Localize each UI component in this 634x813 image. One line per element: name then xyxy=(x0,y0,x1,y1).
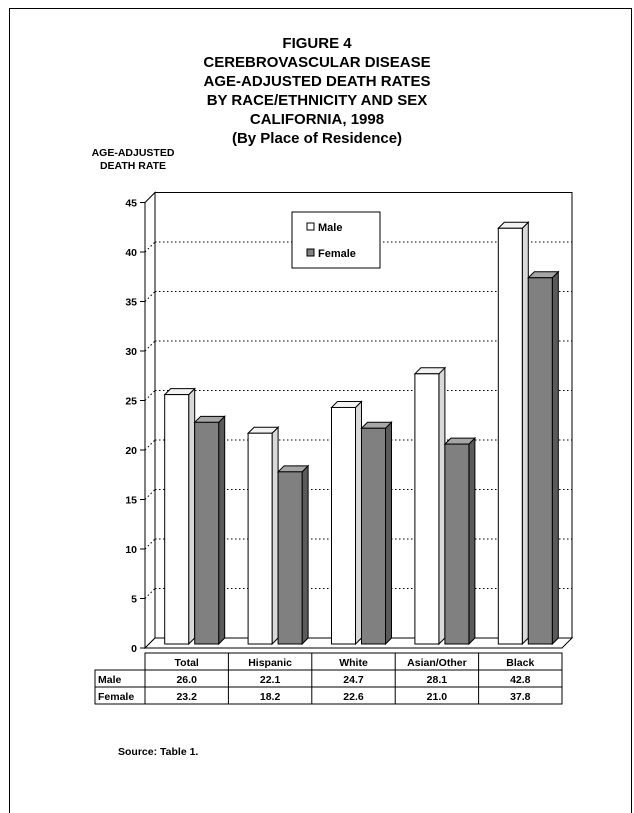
bar-male-asianother xyxy=(414,373,440,645)
bar-female-asianother xyxy=(444,443,470,645)
bar-female-white-side xyxy=(385,421,392,646)
y-tick-label: 45 xyxy=(125,198,137,210)
bar-male-asianother-top xyxy=(413,367,447,375)
title-line-1: FIGURE 4 xyxy=(282,35,352,52)
y-axis-label: AGE-ADJUSTED DEATH RATE xyxy=(78,147,188,173)
y-axis-label-line-1: AGE-ADJUSTED xyxy=(91,147,175,159)
data-label-female-hispanic: 18.2 xyxy=(260,691,281,703)
y-tick-label: 10 xyxy=(125,544,137,556)
bar-male-hispanic-top xyxy=(246,426,280,434)
bar-female-black-top xyxy=(527,271,560,279)
bar-male-black-top xyxy=(497,221,530,229)
bar-male-asianother-side xyxy=(438,366,446,646)
y-tick-label: 0 xyxy=(131,643,137,655)
legend-label-male: Male xyxy=(318,222,342,234)
page-frame xyxy=(9,8,632,813)
data-label-male-black: 42.8 xyxy=(510,674,531,686)
bar-male-white xyxy=(331,406,356,645)
chart-title: FIGURE 4 CEREBROVASCULAR DISEASE AGE-ADJ… xyxy=(0,34,634,148)
source-note: Source: Table 1. xyxy=(118,746,199,758)
bar-female-black xyxy=(527,277,553,645)
title-line-2: CEREBROVASCULAR DISEASE xyxy=(203,54,431,71)
legend-swatch-male xyxy=(306,222,315,231)
bar-female-hispanic-top xyxy=(276,465,310,473)
bar-female-white xyxy=(361,427,386,645)
title-line-4: BY RACE/ETHNICITY AND SEX xyxy=(206,92,428,109)
legend-label-female: Female xyxy=(318,248,356,260)
y-axis-label-line-2: DEATH RATE xyxy=(99,160,167,172)
bar-male-hispanic xyxy=(247,432,273,645)
table-header-asianother: Asian/Other xyxy=(407,657,467,669)
data-label-male-white: 24.7 xyxy=(343,674,364,686)
title-line-5: CALIFORNIA, 1998 xyxy=(249,111,385,128)
bar-female-hispanic-side xyxy=(301,464,309,646)
data-label-male-total: 26.0 xyxy=(176,674,197,686)
bar-male-white-top xyxy=(330,400,363,408)
y-tick-label: 30 xyxy=(125,346,137,358)
bar-female-black-side xyxy=(551,270,559,646)
bar-male-total-side xyxy=(188,387,196,646)
bar-female-hispanic xyxy=(277,471,303,645)
y-tick-label: 20 xyxy=(125,445,137,457)
legend-swatch-female xyxy=(306,248,315,257)
bar-female-total-side xyxy=(218,415,226,646)
bar-female-white-top xyxy=(360,421,393,429)
y-tick-label: 25 xyxy=(125,396,137,408)
y-tick-label: 5 xyxy=(131,594,137,606)
table-header-total: Total xyxy=(175,657,199,669)
data-label-female-total: 23.2 xyxy=(176,691,197,703)
title-line-6: (By Place of Residence) xyxy=(231,130,403,147)
bar-male-total-top xyxy=(163,388,196,396)
bar-female-total-top xyxy=(193,415,226,423)
bar-male-black xyxy=(497,227,523,645)
bar-male-black-side xyxy=(521,221,529,646)
table-header-hispanic: Hispanic xyxy=(248,657,292,669)
data-label-male-asianother: 28.1 xyxy=(427,674,448,686)
bar-male-hispanic-side xyxy=(271,426,279,646)
title-line-3: AGE-ADJUSTED DEATH RATES xyxy=(203,73,431,90)
table-header-white: White xyxy=(339,657,368,669)
table-row-label-male: Male xyxy=(98,674,122,686)
bar-female-asianother-top xyxy=(443,437,477,445)
bar-female-total xyxy=(194,421,220,645)
plot-side-wall xyxy=(144,191,156,650)
table-header-black: Black xyxy=(506,657,534,669)
bar-male-white-side xyxy=(355,400,362,646)
data-label-female-white: 22.6 xyxy=(343,691,364,703)
y-tick-label: 35 xyxy=(125,297,137,309)
bar-male-total xyxy=(164,394,190,645)
y-tick-label: 40 xyxy=(125,247,137,259)
table-row-label-female: Female xyxy=(98,691,134,703)
data-label-female-black: 37.8 xyxy=(510,691,531,703)
y-tick-label: 15 xyxy=(125,495,137,507)
data-label-female-asianother: 21.0 xyxy=(427,691,448,703)
legend-box xyxy=(291,211,381,269)
data-label-male-hispanic: 22.1 xyxy=(260,674,281,686)
bar-female-asianother-side xyxy=(468,436,476,646)
